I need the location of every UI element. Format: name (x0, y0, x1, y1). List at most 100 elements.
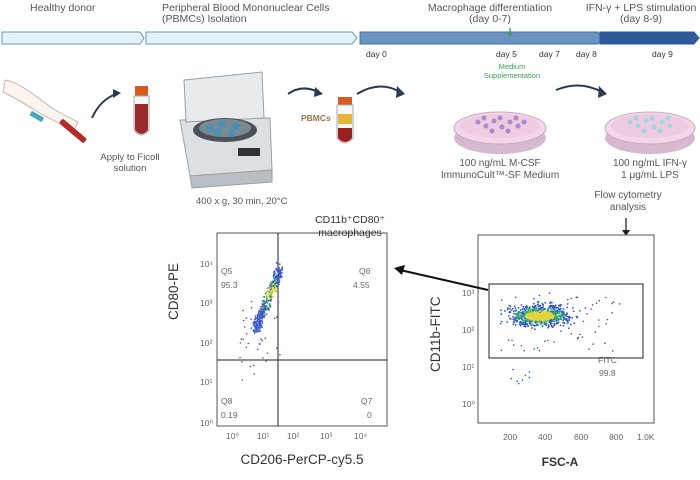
event-dot (271, 280, 274, 283)
event-dot (543, 308, 546, 310)
event-dot (270, 299, 272, 301)
event-dot (239, 342, 242, 344)
event-dot (509, 311, 512, 313)
event-dot (550, 304, 553, 307)
event-dot (544, 340, 546, 343)
right-plot-frame (477, 234, 655, 424)
event-dot (540, 319, 543, 322)
event-dot (266, 352, 269, 355)
event-dot (572, 307, 574, 309)
event-dot (276, 347, 278, 350)
quadrant-q5-name: Q5 (221, 266, 233, 276)
event-dot (555, 322, 558, 325)
event-dot (568, 327, 570, 330)
event-dot (544, 321, 546, 323)
event-dot (523, 350, 525, 352)
pbmc-tube-icon (336, 97, 354, 144)
event-dot (262, 357, 264, 359)
event-dot (270, 290, 273, 293)
event-dot (267, 297, 270, 299)
event-dot (276, 276, 279, 279)
event-dot (554, 304, 557, 307)
event-dot (273, 271, 275, 274)
event-dot (260, 338, 263, 340)
ficoll-note: Apply to Ficoll solution (100, 152, 160, 174)
event-dot (524, 325, 527, 328)
event-dot (268, 306, 271, 309)
event-dot (247, 342, 250, 345)
left-ytick: 10⁴ (200, 259, 214, 269)
event-dot (566, 313, 568, 316)
event-dot (261, 339, 264, 342)
event-dot (573, 322, 576, 325)
event-dot (563, 314, 565, 316)
quadrant-q8-value: 0.19 (221, 410, 238, 420)
left-xtick: 10¹ (257, 431, 270, 441)
event-dot (512, 368, 514, 371)
event-dot (533, 315, 536, 318)
petri-dish-stimulation (604, 111, 696, 154)
event-dot (266, 306, 269, 308)
event-dot (510, 309, 513, 312)
event-dot (279, 276, 282, 279)
event-dot (549, 323, 552, 325)
event-dot (572, 310, 575, 313)
event-dot (267, 299, 270, 302)
donor-arm-illustration (2, 79, 87, 143)
event-dot (514, 307, 517, 309)
event-dot (558, 315, 561, 317)
left-ytick: 10³ (200, 298, 213, 308)
event-dot (272, 277, 275, 279)
event-dot (618, 303, 621, 305)
event-dot (553, 318, 556, 321)
event-dot (553, 306, 556, 309)
event-dot (273, 317, 276, 320)
event-dot (258, 309, 261, 312)
event-dot (276, 268, 279, 271)
event-dot (524, 315, 527, 318)
event-dot (261, 303, 264, 305)
day-label: day 8 (576, 49, 597, 59)
event-dot (518, 323, 521, 326)
event-dot (514, 324, 517, 326)
event-dot (528, 317, 530, 320)
event-dot (586, 313, 588, 315)
event-dot (541, 315, 544, 318)
event-dot (559, 318, 561, 320)
event-dot (545, 312, 548, 315)
flow-arrow (287, 87, 319, 95)
event-dot (259, 324, 262, 326)
event-dot (512, 344, 515, 346)
event-dot (554, 313, 556, 316)
event-dot (253, 364, 255, 367)
event-dot (537, 303, 540, 305)
event-dot (522, 312, 525, 315)
event-dot (575, 296, 578, 299)
left-xtick: 10³ (320, 431, 333, 441)
event-dot (576, 337, 579, 340)
event-dot (261, 312, 264, 315)
gate-name: FITC (598, 355, 617, 365)
flow-cytometry-label: Flow cytometry analysis (594, 190, 662, 213)
event-dot (578, 310, 581, 312)
event-dot (553, 341, 555, 343)
event-dot (538, 294, 541, 297)
event-dot (264, 307, 267, 310)
event-dot (511, 339, 513, 342)
event-dot (522, 318, 525, 321)
event-dot (257, 315, 259, 318)
right-ytick: 10³ (462, 288, 475, 298)
event-dot (612, 301, 615, 304)
event-dot (605, 296, 607, 299)
event-dot (506, 321, 509, 323)
differentiation-conditions: 100 ng/mL M-CSF ImmunoCult™-SF Medium (440, 158, 560, 181)
event-dot (266, 294, 269, 297)
event-dot (565, 315, 568, 318)
event-dot (525, 311, 528, 314)
event-dot (277, 301, 280, 304)
event-dot (242, 338, 244, 341)
event-dot (563, 318, 566, 320)
event-dot (272, 285, 275, 287)
event-dot (256, 330, 259, 333)
event-dot (536, 307, 538, 309)
